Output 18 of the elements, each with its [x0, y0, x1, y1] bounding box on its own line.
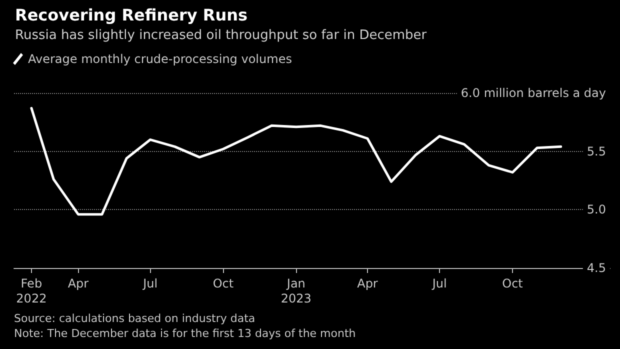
y-tick-label: 6.0 million barrels a day — [460, 86, 606, 100]
legend-label: Average monthly crude-processing volumes — [28, 52, 292, 66]
x-tick-label: Oct — [502, 276, 524, 290]
line-series — [30, 106, 562, 216]
y-tick-label: 5.0 — [586, 202, 606, 217]
x-tick-label: Apr — [68, 276, 89, 290]
x-tick-label: Jul — [431, 276, 447, 290]
x-tick-label: Jan 2023 — [280, 276, 312, 306]
x-tick-label: Feb 2022 — [16, 276, 47, 306]
x-tick-label: Oct — [212, 276, 234, 290]
chart-subtitle: Russia has slightly increased oil throughput so far in December — [15, 28, 428, 43]
text: Note: The December data is for the first 13 days of the month — [14, 327, 356, 340]
x-tick-label: Jul — [142, 276, 158, 290]
source-note: Source: calculations based on industry data — [14, 312, 256, 325]
chart-title: Recovering Refinery Runs — [15, 6, 248, 24]
x-tick-label: Apr — [357, 276, 378, 290]
y-tick-label: 4.5 — [586, 261, 606, 275]
y-tick-label: 5.5 — [586, 144, 606, 158]
